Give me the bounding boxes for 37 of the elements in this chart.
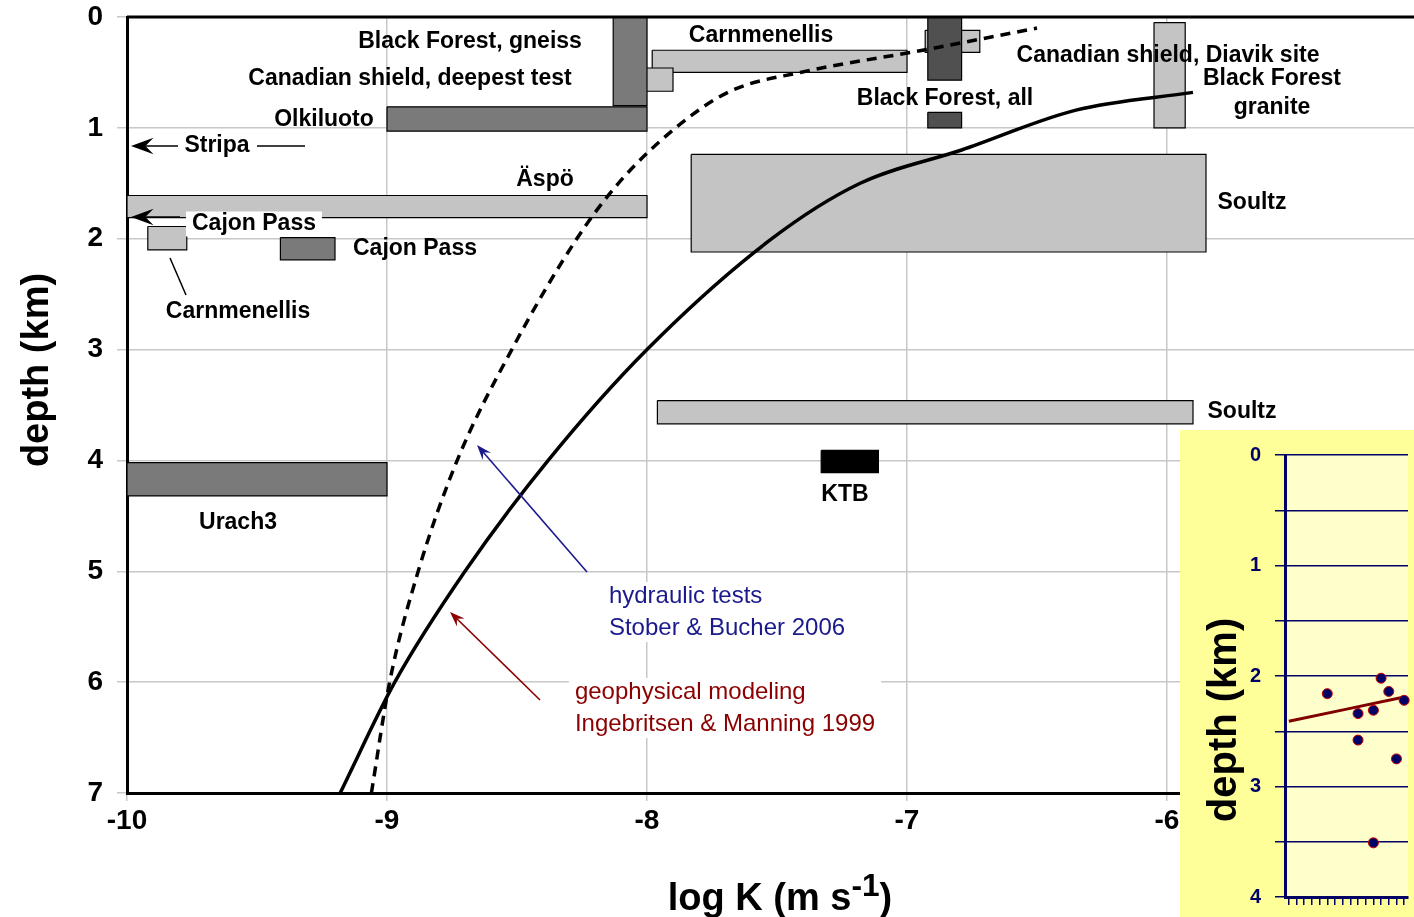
x-tick-label: -10: [106, 803, 148, 835]
y-tick-label: 7: [87, 775, 103, 807]
y-tick-label: 3: [87, 332, 103, 364]
annotation: hydraulic tests Stober & Bucher 2006: [608, 580, 846, 640]
annotation: Black Forest, all: [856, 84, 1034, 111]
x-tick-label: -6: [1154, 803, 1180, 835]
y-tick-label: 1: [1249, 553, 1261, 576]
annotation: Soultz: [1207, 397, 1277, 424]
y-tick-label: 0: [87, 0, 103, 31]
annotation: Canadian shield, deepest test: [248, 64, 573, 91]
annotation: Black Forest, gneiss: [358, 27, 582, 54]
y-tick-label: 6: [87, 664, 103, 696]
x-tick-label: -9: [374, 803, 400, 835]
annotation: Stripa: [184, 131, 250, 158]
y-axis-title: depth (km): [13, 272, 57, 468]
annotation: Cajon Pass: [353, 234, 477, 261]
annotation: Urach3: [199, 508, 277, 535]
annotation: Äspö: [516, 165, 574, 192]
y-tick-label: 4: [1249, 884, 1262, 907]
annotation: geophysical modeling Ingebritsen & Manning 1999: [574, 676, 876, 736]
x-tick-label: -8: [634, 803, 660, 835]
annotation: Carnmenellis: [688, 21, 834, 48]
y-tick-label: 3: [1249, 774, 1261, 797]
annotation: Black Forest granite: [1202, 63, 1342, 119]
y-tick-label: 5: [87, 554, 103, 585]
annotation: Olkiluoto: [274, 105, 374, 132]
annotation: Cajon Pass: [192, 209, 316, 236]
y-tick-label: 1: [87, 110, 103, 142]
annotation: Soultz: [1217, 188, 1287, 215]
annotation: KTB: [821, 480, 869, 507]
y-tick-label: 2: [87, 221, 103, 253]
y-tick-label: 2: [1249, 663, 1261, 686]
y-tick-label: 0: [1249, 442, 1261, 465]
annotation: Carnmenellis: [165, 297, 311, 324]
y-axis-title: depth (km): [1199, 617, 1245, 823]
x-tick-label: -7: [894, 803, 920, 835]
y-tick-label: 4: [87, 443, 104, 475]
